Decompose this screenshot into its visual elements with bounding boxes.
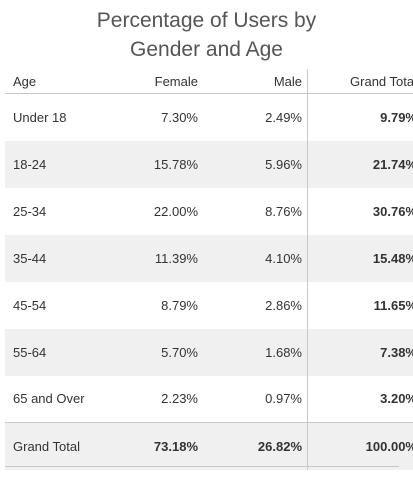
female-cell: 8.79% (161, 297, 198, 313)
female-cell: 22.00% (153, 203, 198, 219)
column-header-age[interactable]: Age (5, 69, 132, 94)
age-cell: 45-54 (13, 297, 47, 313)
male-cell: 4.10% (265, 250, 302, 266)
table-row: 18-24 15.78% 5.96% 21.74% (5, 140, 413, 188)
table-row: 35-44 11.39% 4.10% 15.48% (5, 234, 413, 282)
table-row: 55-64 5.70% 1.68% 7.38% (5, 328, 413, 376)
total-cell: 3.20% (307, 375, 413, 423)
age-cell: 55-64 (13, 344, 47, 360)
table-row: Under 18 7.30% 2.49% 9.79% (5, 93, 413, 141)
age-cell: 35-44 (13, 250, 47, 266)
age-cell: 65 and Over (13, 391, 85, 407)
female-cell: 11.39% (154, 250, 198, 266)
male-cell: 2.86% (265, 297, 302, 313)
table-row: 45-54 8.79% 2.86% 11.65% (5, 281, 413, 329)
male-cell: 2.49% (265, 109, 302, 125)
column-header-grand-total[interactable]: Grand Total (307, 69, 413, 94)
age-cell: Under 18 (13, 109, 67, 125)
grand-total-overall: 100.00% (307, 422, 413, 470)
pivot-table: Age Female Male Grand Total Under 18 7.3… (5, 69, 413, 470)
column-header-male[interactable]: Male (202, 69, 308, 94)
bottom-divider (5, 466, 399, 467)
total-cell: 21.74% (307, 140, 413, 188)
total-cell: 9.79% (307, 93, 413, 141)
chart-title: Percentage of Users by Gender and Age (0, 6, 413, 64)
age-cell: 18-24 (13, 156, 47, 172)
female-cell: 2.23% (161, 391, 198, 407)
column-header-female[interactable]: Female (132, 69, 202, 94)
total-cell: 15.48% (307, 234, 413, 282)
male-cell: 5.96% (265, 156, 302, 172)
grand-total-label: Grand Total (5, 422, 132, 470)
male-cell: 0.97% (265, 391, 302, 407)
total-cell: 7.38% (307, 328, 413, 376)
total-cell: 30.76% (307, 187, 413, 235)
grand-total-female: 73.18% (132, 422, 202, 470)
table-row: 25-34 22.00% 8.76% 30.76% (5, 187, 413, 235)
header-row: Age Female Male Grand Total (5, 69, 413, 94)
male-cell: 8.76% (265, 203, 302, 219)
female-cell: 7.30% (161, 109, 198, 125)
total-cell: 11.65% (307, 281, 413, 329)
female-cell: 5.70% (161, 344, 198, 360)
grand-total-male: 26.82% (202, 422, 308, 470)
male-cell: 1.68% (265, 344, 302, 360)
grand-total-row: Grand Total 73.18% 26.82% 100.00% (5, 422, 413, 470)
female-cell: 15.78% (153, 156, 198, 172)
table-row: 65 and Over 2.23% 0.97% 3.20% (5, 375, 413, 423)
chart-title-line-2: Gender and Age (130, 38, 283, 61)
chart-title-line-1: Percentage of Users by (96, 9, 317, 32)
age-cell: 25-34 (13, 203, 47, 219)
